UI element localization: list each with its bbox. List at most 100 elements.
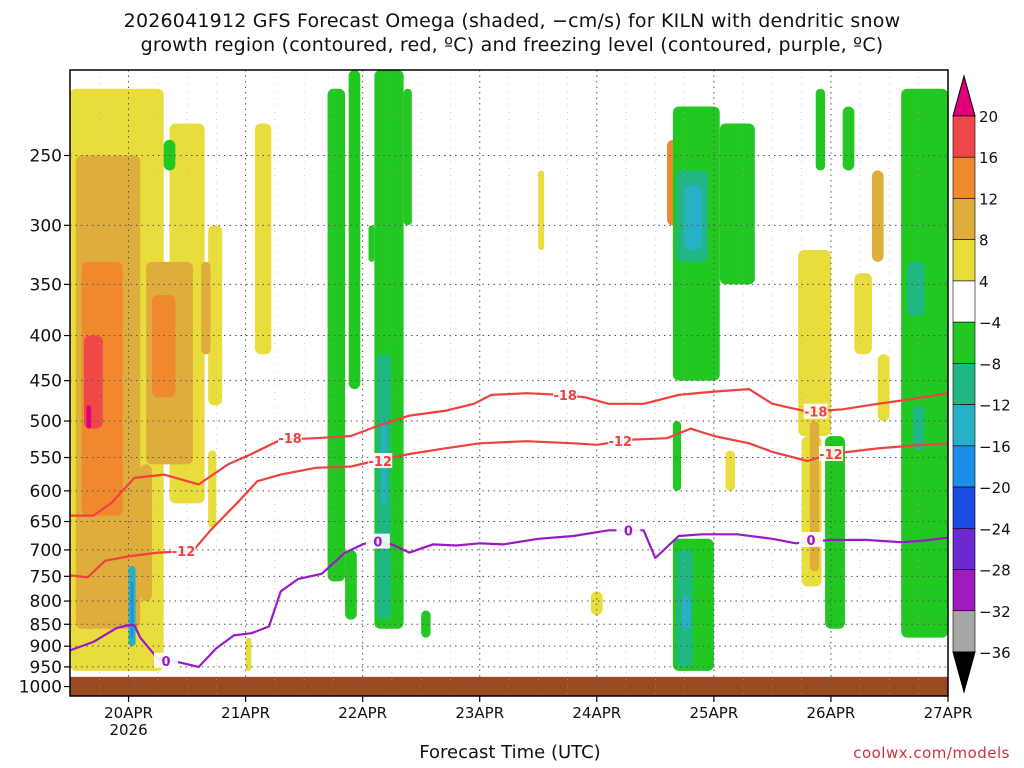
contour-label-m12-5: -12: [608, 435, 632, 450]
contour-label-bg: [171, 542, 196, 558]
omega-cell-12: [854, 273, 872, 355]
contour-label-bg: [803, 403, 828, 419]
colorbar-swatch-m4to-8: [952, 321, 976, 364]
x-tick-label-27APR: 27APR: [924, 704, 973, 722]
y-tick-label-950: 950: [30, 658, 62, 678]
omega-cell-21: [151, 295, 176, 398]
contour-label-m12-3: -12: [172, 545, 196, 560]
x-tick-label-20APR: 20APR: [104, 704, 153, 722]
x-tick-label-25APR: 25APR: [689, 704, 738, 722]
contour-label-bg: [818, 446, 843, 462]
colorbar-label-10: −24: [979, 520, 1011, 538]
omega-cell-5: [245, 637, 252, 671]
y-tick-label-900: 900: [30, 637, 62, 657]
omega-cell-6: [538, 170, 545, 251]
omega-cell-7: [590, 591, 603, 616]
contour-label-bg: [365, 533, 390, 549]
colorbar-label-6: −8: [979, 355, 1001, 373]
contour-label-bg: [153, 652, 178, 668]
contour-label-m18-2: -18: [804, 406, 828, 421]
omega-cell-26: [327, 88, 346, 582]
colorbar: 20 16 12 8 4 −4 −8 −12 −16 −20 −24 −28 −32 −36: [952, 74, 1011, 694]
omega-cell-38: [815, 88, 826, 171]
y-tick-label-300: 300: [30, 216, 62, 236]
contour-label-bg: [616, 522, 641, 538]
colorbar-swatch-12to16: [952, 156, 976, 199]
contour-label-zero-7: 0: [161, 655, 170, 670]
omega-cell-37: [825, 436, 845, 629]
y-tick-label-800: 800: [30, 592, 62, 612]
omega-cell-28: [368, 225, 375, 262]
omega-cell-39: [901, 88, 948, 638]
omega-cell-47: [684, 184, 703, 251]
colorbar-swatch-8to12: [952, 198, 976, 240]
contour-label-zero-8: 0: [373, 536, 382, 551]
y-tick-label-750: 750: [30, 567, 62, 587]
contour-label-m12-4: -12: [368, 455, 392, 470]
contour-label-bg: [278, 430, 303, 446]
colorbar-label-8: −16: [979, 438, 1011, 456]
colorbar-label-12: −32: [979, 603, 1011, 621]
contour-label-bg: [799, 531, 824, 547]
y-tick-label-650: 650: [30, 513, 62, 533]
omega-cell-24: [86, 405, 92, 429]
x-tick-label-23APR: 23APR: [455, 704, 504, 722]
contour-label-bg: [608, 433, 633, 449]
gridlines: [70, 70, 949, 696]
contour-label-zero-10: 0: [807, 534, 816, 549]
chart-title-line2: growth region (contoured, red, ºC) and f…: [140, 34, 884, 56]
colorbar-swatch-16to20: [952, 115, 976, 158]
contour-label-zero-9: 0: [624, 524, 633, 539]
contour-label-m12-6: -12: [819, 448, 843, 463]
colorbar-label-13: −36: [979, 644, 1011, 662]
y-tick-label-850: 850: [30, 615, 62, 635]
colorbar-swatch-m24to-28: [952, 528, 976, 570]
y-tick-label-600: 600: [30, 482, 62, 502]
colorbar-bottom-arrow: [952, 651, 976, 694]
omega-cell-4: [254, 123, 272, 355]
omega-cell-10: [877, 354, 890, 422]
colorbar-label-9: −20: [979, 479, 1011, 497]
colorbar-label-7: −12: [979, 397, 1011, 415]
y-tick-label-250: 250: [30, 146, 62, 166]
colorbar-label-3: 8: [979, 232, 989, 250]
colorbar-label-0: 20: [979, 108, 998, 126]
contour-label-m18-0: -18: [278, 432, 302, 447]
omega-cell-15: [201, 261, 211, 355]
y-tick-label-500: 500: [30, 412, 62, 432]
colorbar-swatch-m8to-12: [952, 363, 976, 405]
contour-label-m18-1: -18: [553, 389, 577, 404]
omega-cell-11: [725, 450, 735, 491]
y-tick-label-450: 450: [30, 372, 62, 392]
omega-cell-30: [403, 88, 412, 226]
y-tick-label-550: 550: [30, 449, 62, 469]
plot-frame: [69, 69, 949, 697]
colorbar-label-1: 16: [979, 149, 998, 167]
colorbar-swatch-neutral: [952, 280, 976, 323]
omega-cell-16: [140, 464, 152, 602]
x-tick-label-22APR: 22APR: [338, 704, 387, 722]
colorbar-swatch-m12to-16: [952, 404, 976, 447]
contour-m18: [70, 388, 948, 517]
omega-cell-50: [130, 581, 134, 638]
omega-cell-31: [345, 549, 357, 620]
y-tick-label-1000: 1000: [19, 678, 62, 698]
colorbar-swatch-m32to-36: [952, 610, 976, 653]
y-axis: 2503003504004505005506006507007508008509…: [19, 146, 70, 698]
colorbar-label-4: 4: [979, 273, 989, 291]
omega-cell-44: [907, 261, 925, 316]
y-tick-label-700: 700: [30, 541, 62, 561]
omega-cell-48: [682, 596, 691, 629]
omega-cell-3: [208, 450, 217, 528]
x-tick-label-21APR: 21APR: [221, 704, 270, 722]
colorbar-swatch-m16to-20: [952, 445, 976, 488]
colorbar-swatch-4to8: [952, 239, 976, 282]
omega-cell-2: [208, 225, 223, 406]
y-tick-label-400: 400: [30, 327, 62, 347]
omega-cell-34: [719, 123, 755, 285]
colorbar-swatch-m28to-32: [952, 569, 976, 612]
omega-cell-23: [84, 335, 103, 429]
omega-cell-35: [672, 421, 682, 491]
colorbar-label-11: −28: [979, 562, 1011, 580]
